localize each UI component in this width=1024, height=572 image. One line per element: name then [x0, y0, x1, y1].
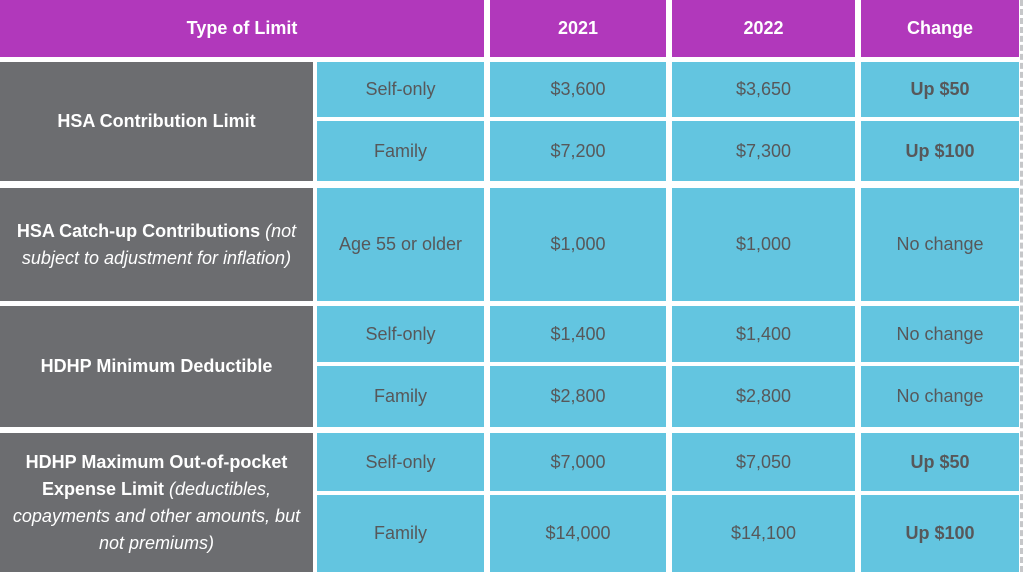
value-2021-cell: $3,600 — [490, 62, 666, 117]
category-cell: Self-only — [317, 306, 484, 362]
change-cell: Up $100 — [861, 495, 1019, 572]
group-label-note: (deductibles, copayments and other amoun… — [12, 478, 301, 553]
change-cell: Up $100 — [861, 121, 1019, 181]
column-header-change: Change — [861, 0, 1019, 57]
change-cell: Up $50 — [861, 62, 1019, 117]
category-cell: Self-only — [317, 433, 484, 491]
column-header-2022: 2022 — [672, 0, 855, 57]
value-2021-cell: $7,200 — [490, 121, 666, 181]
value-2022-cell: $1,400 — [672, 306, 855, 362]
row-group-label-hsa-contribution-limit: HSA Contribution Limit — [0, 62, 313, 181]
group-label-text: HSA Contribution Limit — [57, 111, 256, 131]
value-2022-cell: $14,100 — [672, 495, 855, 572]
column-header-type-of-limit: Type of Limit — [0, 0, 484, 57]
change-cell: Up $50 — [861, 433, 1019, 491]
category-cell: Family — [317, 366, 484, 427]
value-2022-cell: $7,300 — [672, 121, 855, 181]
change-cell: No change — [861, 306, 1019, 362]
value-2021-cell: $14,000 — [490, 495, 666, 572]
row-group-label-hdhp-maximum-out-of-pocket: HDHP Maximum Out-of-pocket Expense Limit… — [0, 433, 313, 572]
category-cell: Age 55 or older — [317, 188, 484, 301]
group-label-text: HDHP Minimum Deductible — [40, 356, 273, 376]
value-2021-cell: $7,000 — [490, 433, 666, 491]
change-cell: No change — [861, 188, 1019, 301]
group-label-note: (not subject to adjustment for inflation… — [21, 220, 297, 268]
screenshot-right-edge — [1020, 0, 1023, 572]
category-cell: Family — [317, 121, 484, 181]
value-2022-cell: $2,800 — [672, 366, 855, 427]
category-cell: Family — [317, 495, 484, 572]
value-2022-cell: $3,650 — [672, 62, 855, 117]
column-header-2021: 2021 — [490, 0, 666, 57]
value-2022-cell: $7,050 — [672, 433, 855, 491]
change-cell: No change — [861, 366, 1019, 427]
value-2022-cell: $1,000 — [672, 188, 855, 301]
group-label-text: HDHP Maximum Out-of-pocket Expense Limit — [25, 451, 288, 499]
row-group-label-hdhp-minimum-deductible: HDHP Minimum Deductible — [0, 306, 313, 427]
value-2021-cell: $1,400 — [490, 306, 666, 362]
group-label-text: HSA Catch-up Contributions — [16, 220, 261, 241]
category-cell: Self-only — [317, 62, 484, 117]
row-group-label-hsa-catch-up-contributions: HSA Catch-up Contributions (not subject … — [0, 188, 313, 301]
value-2021-cell: $1,000 — [490, 188, 666, 301]
value-2021-cell: $2,800 — [490, 366, 666, 427]
